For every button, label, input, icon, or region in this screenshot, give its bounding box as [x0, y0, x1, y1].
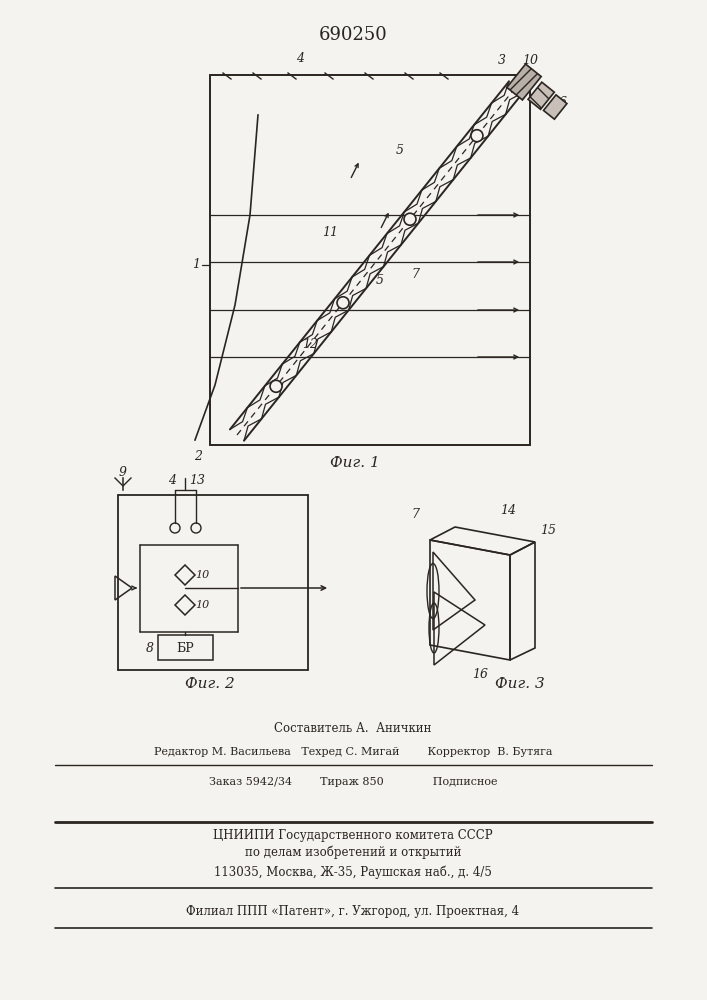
Text: 7: 7 — [411, 268, 419, 282]
Text: 8: 8 — [146, 642, 154, 654]
Bar — [158, 635, 213, 660]
Text: 6: 6 — [559, 96, 567, 108]
Circle shape — [337, 297, 349, 309]
Text: БР: БР — [176, 642, 194, 654]
Text: 13: 13 — [189, 474, 205, 487]
Polygon shape — [544, 95, 567, 119]
Text: 113035, Москва, Ж-35, Раушская наб., д. 4/5: 113035, Москва, Ж-35, Раушская наб., д. … — [214, 865, 492, 879]
Text: 4: 4 — [296, 51, 304, 64]
Text: Редактор М. Васильева   Техред С. Мигай        Корректор  В. Бутяга: Редактор М. Васильева Техред С. Мигай Ко… — [153, 747, 552, 757]
Text: Филиал ППП «Патент», г. Ужгород, ул. Проектная, 4: Филиал ППП «Патент», г. Ужгород, ул. Про… — [187, 906, 520, 918]
Circle shape — [270, 380, 282, 392]
Text: 3: 3 — [498, 53, 506, 66]
Text: по делам изобретений и открытий: по делам изобретений и открытий — [245, 845, 461, 859]
Text: 10: 10 — [195, 600, 209, 610]
Text: 5: 5 — [396, 143, 404, 156]
Circle shape — [471, 130, 483, 142]
Text: 7: 7 — [411, 508, 419, 522]
Text: Фиг. 1: Фиг. 1 — [330, 456, 380, 470]
Text: 10: 10 — [522, 53, 538, 66]
Text: 5: 5 — [376, 273, 384, 286]
Text: Составитель А.  Аничкин: Составитель А. Аничкин — [274, 722, 432, 734]
Circle shape — [404, 213, 416, 225]
Text: 1: 1 — [192, 258, 200, 271]
Polygon shape — [528, 82, 554, 109]
Text: 4: 4 — [168, 474, 176, 487]
Text: 14: 14 — [500, 504, 516, 516]
Text: 12: 12 — [302, 338, 318, 352]
Text: Фиг. 2: Фиг. 2 — [185, 677, 235, 691]
Text: Фиг. 3: Фиг. 3 — [495, 677, 545, 691]
Text: ЦНИИПИ Государственного комитета СССР: ЦНИИПИ Государственного комитета СССР — [214, 828, 493, 842]
Text: 15: 15 — [540, 524, 556, 536]
Text: 2: 2 — [194, 450, 202, 464]
Text: 10: 10 — [195, 570, 209, 580]
Polygon shape — [507, 64, 541, 100]
Text: 16: 16 — [472, 668, 488, 682]
Text: 11: 11 — [322, 226, 338, 238]
Text: 9: 9 — [119, 466, 127, 479]
Text: Заказ 5942/34        Тираж 850              Подписное: Заказ 5942/34 Тираж 850 Подписное — [209, 777, 497, 787]
Text: 690250: 690250 — [319, 26, 387, 44]
